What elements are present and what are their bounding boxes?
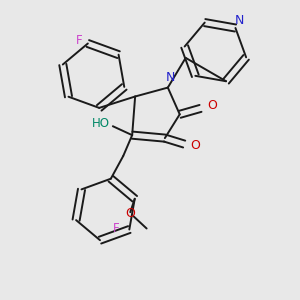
- Text: O: O: [207, 99, 217, 112]
- Text: N: N: [235, 14, 244, 27]
- Text: HO: HO: [92, 117, 110, 130]
- Text: F: F: [76, 34, 82, 47]
- Text: O: O: [125, 207, 135, 220]
- Text: F: F: [112, 221, 119, 235]
- Text: N: N: [166, 71, 176, 84]
- Text: O: O: [190, 139, 200, 152]
